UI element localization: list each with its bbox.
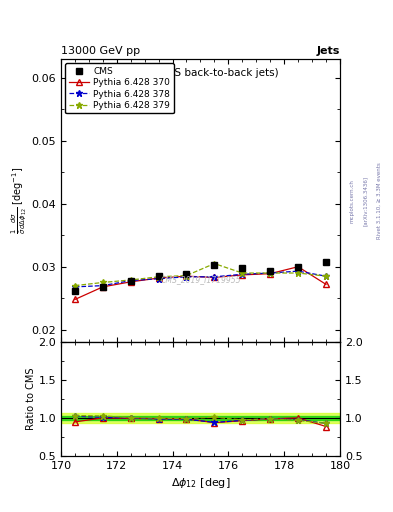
Pythia 6.428 379	[296, 270, 301, 276]
Bar	[61, 413, 340, 423]
Text: Rivet 3.1.10, ≥ 3.3M events: Rivet 3.1.10, ≥ 3.3M events	[377, 162, 382, 239]
Text: Δφ(ĵĵ) (CMS back-to-back jets): Δφ(ĵĵ) (CMS back-to-back jets)	[123, 68, 278, 78]
Text: CMS_2019_I1719955: CMS_2019_I1719955	[160, 275, 241, 285]
Pythia 6.428 378	[73, 284, 77, 290]
Pythia 6.428 378	[129, 278, 133, 284]
Pythia 6.428 370	[156, 275, 161, 281]
Pythia 6.428 378	[101, 283, 105, 289]
Pythia 6.428 379	[324, 273, 329, 279]
Pythia 6.428 378	[156, 275, 161, 282]
Bar	[61, 416, 340, 420]
Pythia 6.428 370	[324, 281, 329, 287]
Pythia 6.428 370	[212, 274, 217, 281]
Pythia 6.428 379	[156, 274, 161, 280]
CMS	[296, 264, 301, 270]
Pythia 6.428 379	[101, 280, 105, 286]
Pythia 6.428 379	[73, 283, 77, 289]
Text: 13000 GeV pp: 13000 GeV pp	[61, 46, 140, 56]
Pythia 6.428 379	[184, 272, 189, 279]
Y-axis label: Ratio to CMS: Ratio to CMS	[26, 368, 35, 430]
Pythia 6.428 370	[184, 273, 189, 279]
Pythia 6.428 379	[240, 270, 245, 276]
Text: mcplots.cern.ch: mcplots.cern.ch	[349, 179, 354, 223]
Line: Pythia 6.428 370: Pythia 6.428 370	[72, 264, 329, 302]
Pythia 6.428 379	[129, 277, 133, 283]
Pythia 6.428 379	[268, 270, 273, 276]
CMS	[240, 265, 245, 271]
Pythia 6.428 378	[296, 268, 301, 274]
Pythia 6.428 370	[73, 296, 77, 303]
Y-axis label: $\frac{1}{\bar{\sigma}}\frac{d\sigma}{d\Delta\phi_{12}}$ [deg$^{-1}$]: $\frac{1}{\bar{\sigma}}\frac{d\sigma}{d\…	[9, 167, 29, 234]
CMS	[129, 278, 133, 284]
CMS	[156, 273, 161, 279]
Pythia 6.428 378	[324, 273, 329, 279]
Pythia 6.428 370	[268, 270, 273, 276]
Pythia 6.428 378	[240, 271, 245, 278]
Pythia 6.428 370	[240, 272, 245, 278]
Line: Pythia 6.428 378: Pythia 6.428 378	[72, 268, 329, 290]
CMS	[73, 288, 77, 294]
Pythia 6.428 370	[101, 284, 105, 290]
CMS	[268, 268, 273, 274]
Pythia 6.428 378	[268, 270, 273, 276]
Legend: CMS, Pythia 6.428 370, Pythia 6.428 378, Pythia 6.428 379: CMS, Pythia 6.428 370, Pythia 6.428 378,…	[65, 63, 174, 113]
CMS	[101, 284, 105, 290]
CMS	[184, 270, 189, 276]
CMS	[212, 262, 217, 268]
Text: Jets: Jets	[317, 46, 340, 56]
Pythia 6.428 379	[212, 261, 217, 267]
Text: [arXiv:1306.3436]: [arXiv:1306.3436]	[363, 176, 368, 226]
Pythia 6.428 370	[296, 264, 301, 270]
X-axis label: $\Delta\phi_{12}$ [deg]: $\Delta\phi_{12}$ [deg]	[171, 476, 230, 490]
Pythia 6.428 378	[212, 274, 217, 280]
Pythia 6.428 378	[184, 274, 189, 280]
Line: Pythia 6.428 379: Pythia 6.428 379	[72, 260, 329, 289]
CMS	[324, 259, 329, 265]
Pythia 6.428 370	[129, 279, 133, 285]
Line: CMS: CMS	[72, 259, 329, 294]
